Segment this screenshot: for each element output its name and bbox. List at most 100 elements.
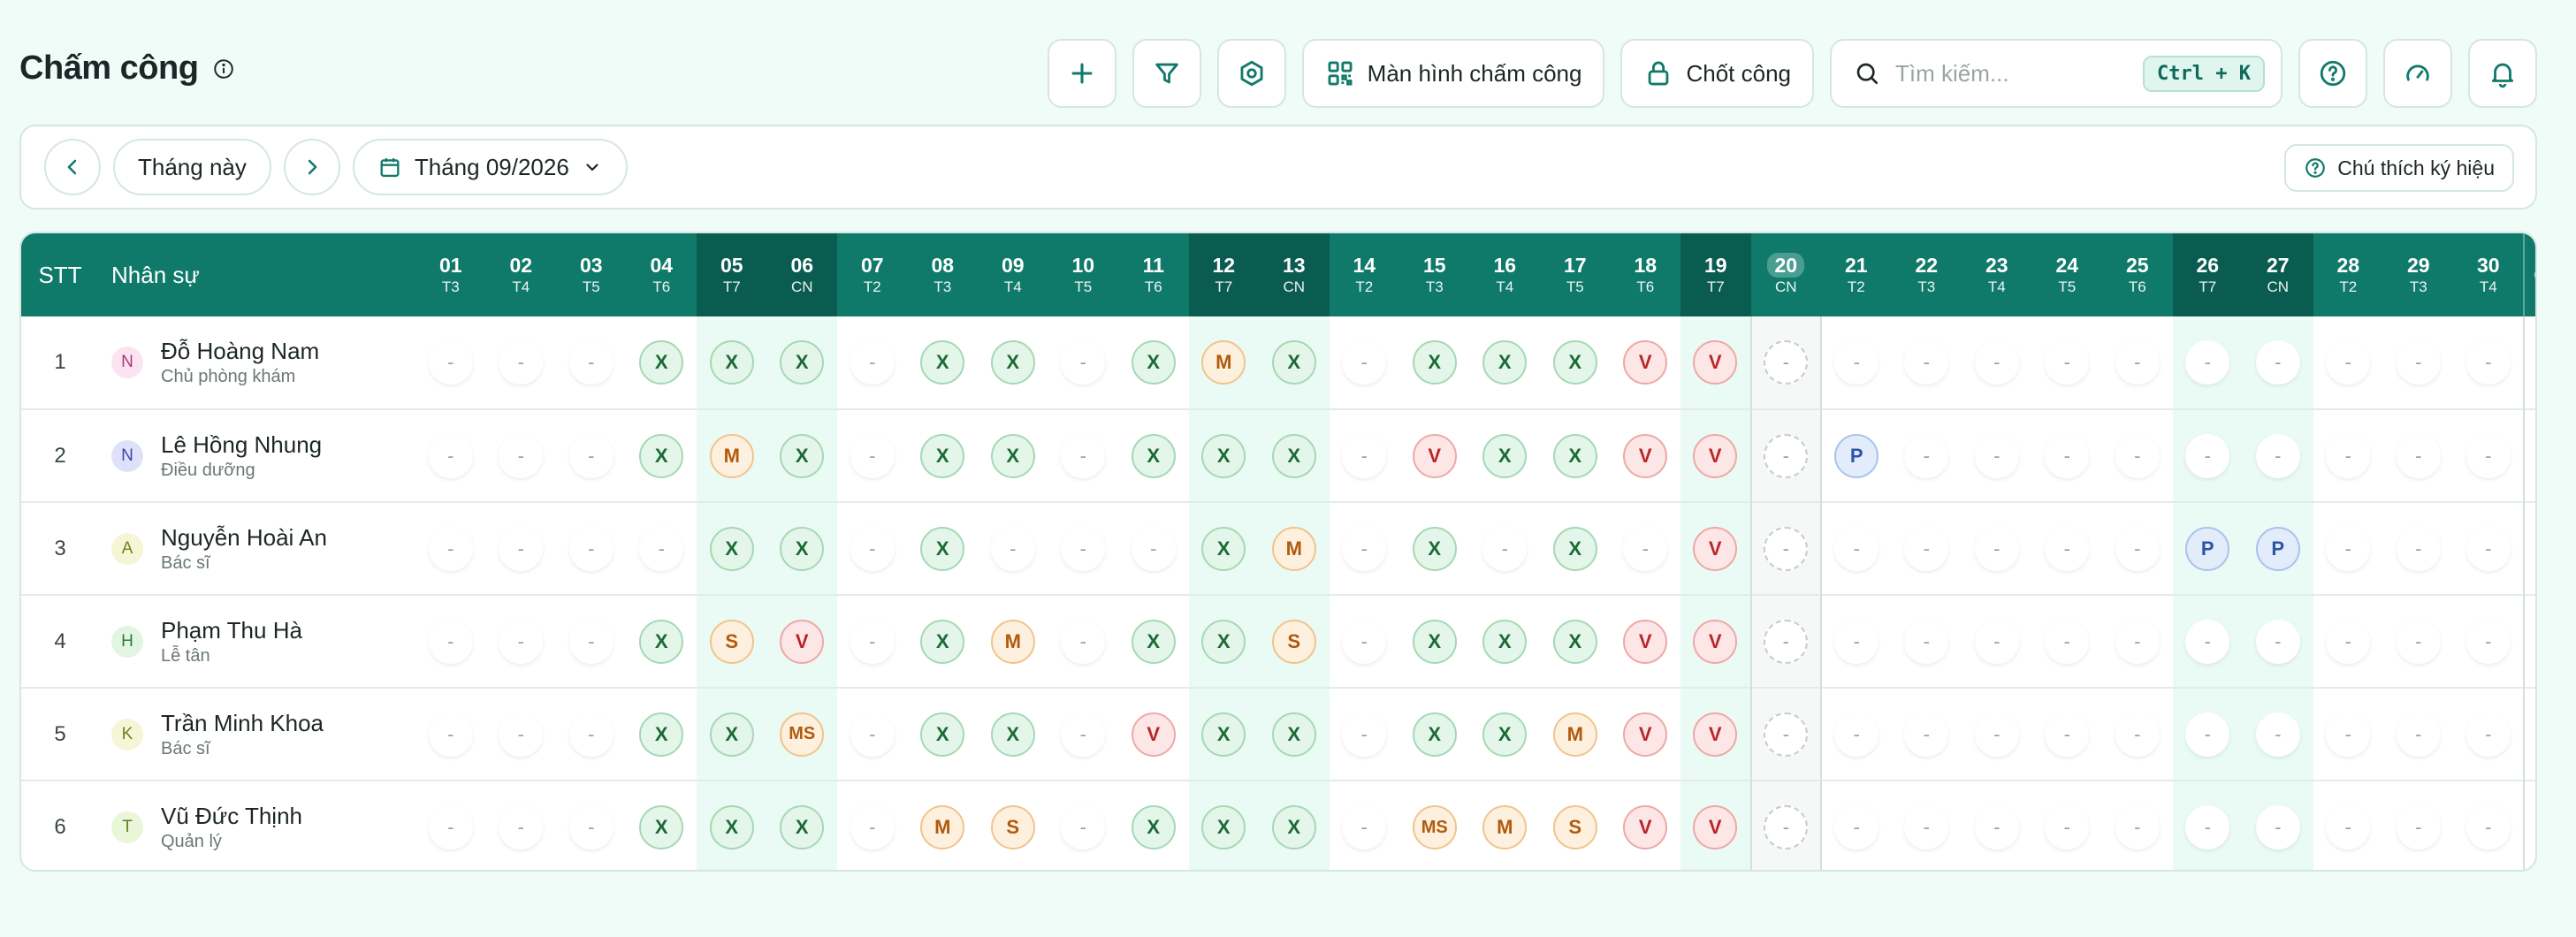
attendance-mark[interactable]: V [1623, 433, 1668, 478]
day-cell[interactable]: - [2172, 595, 2243, 688]
day-cell[interactable]: X [908, 688, 979, 781]
day-cell[interactable]: M [978, 595, 1048, 688]
attendance-mark[interactable]: - [2115, 433, 2160, 478]
day-cell[interactable]: X [627, 595, 697, 688]
attendance-mark[interactable]: - [2255, 619, 2300, 664]
day-cell[interactable]: - [837, 316, 908, 409]
attendance-mark[interactable]: - [1834, 805, 1879, 849]
attendance-mark[interactable]: - [499, 712, 544, 757]
attendance-mark[interactable]: - [2326, 712, 2371, 757]
day-cell[interactable]: - [1048, 409, 1119, 502]
employee-cell[interactable]: T Vũ Đức Thịnh Quản lý [99, 781, 415, 870]
attendance-mark[interactable]: X [990, 340, 1035, 385]
attendance-mark[interactable]: M [990, 619, 1035, 664]
attendance-mark[interactable]: V [1412, 433, 1457, 478]
day-cell[interactable]: V [766, 595, 837, 688]
day-cell[interactable]: V [1399, 409, 1470, 502]
attendance-mark[interactable]: - [2465, 526, 2511, 571]
day-cell[interactable]: - [2172, 316, 2243, 409]
day-cell[interactable]: - [1470, 502, 1541, 595]
attendance-mark[interactable]: X [1131, 619, 1176, 664]
day-cell[interactable]: - [2102, 502, 2173, 595]
day-cell[interactable]: - [837, 409, 908, 502]
day-cell[interactable]: X [1399, 688, 1470, 781]
attendance-mark[interactable]: - [2185, 805, 2230, 849]
day-cell[interactable]: - [2454, 409, 2525, 502]
day-cell[interactable]: - [978, 502, 1048, 595]
attendance-mark[interactable]: X [1552, 340, 1597, 385]
day-cell[interactable]: M [1540, 688, 1611, 781]
attendance-mark[interactable]: - [2396, 619, 2441, 664]
day-cell[interactable]: - [486, 502, 557, 595]
attendance-mark[interactable]: - [428, 712, 473, 757]
day-cell[interactable]: - [2454, 595, 2525, 688]
day-cell[interactable]: X [627, 409, 697, 502]
day-cell[interactable]: - [837, 781, 908, 870]
day-cell[interactable]: P [2243, 502, 2313, 595]
attendance-mark[interactable]: - [2396, 433, 2441, 478]
attendance-mark[interactable]: M [709, 433, 754, 478]
day-cell[interactable]: - [2383, 595, 2454, 688]
day-cell[interactable]: - [1611, 502, 1681, 595]
dashboard-button[interactable] [2383, 39, 2452, 108]
attendance-mark[interactable]: - [850, 526, 895, 571]
day-cell[interactable]: X [1470, 409, 1541, 502]
day-cell[interactable]: S [1540, 781, 1611, 870]
attendance-mark[interactable]: - [2465, 712, 2511, 757]
day-cell[interactable]: - [2032, 409, 2103, 502]
attendance-mark[interactable]: S [990, 805, 1035, 849]
attendance-mark[interactable]: - [1974, 712, 2019, 757]
day-cell[interactable]: - [2313, 688, 2384, 781]
day-cell[interactable]: - [2243, 781, 2313, 870]
day-cell[interactable]: - [486, 595, 557, 688]
table-row[interactable]: 6 T Vũ Đức Thịnh Quản lý - - - X X X - M S - X X X - MS M S V… [21, 781, 2535, 870]
table-row[interactable]: 4 H Phạm Thu Hà Lễ tân - - - X S V - X M - X X S - X X X V V - -… [21, 595, 2535, 688]
day-cell[interactable]: V [1118, 688, 1189, 781]
day-cell[interactable]: - [1962, 316, 2032, 409]
day-cell[interactable]: M [1259, 502, 1330, 595]
day-cell[interactable]: V [1680, 502, 1751, 595]
day-cell[interactable]: - [1821, 688, 1892, 781]
attendance-mark[interactable]: - [1974, 433, 2019, 478]
attendance-mark[interactable]: X [1131, 433, 1176, 478]
attendance-mark[interactable]: - [1764, 712, 1809, 757]
attendance-mark[interactable]: X [920, 619, 965, 664]
attendance-mark[interactable]: - [1061, 805, 1106, 849]
attendance-mark[interactable]: - [2185, 712, 2230, 757]
day-cell[interactable]: - [1821, 781, 1892, 870]
attendance-mark[interactable]: - [2465, 340, 2511, 385]
attendance-mark[interactable]: - [1974, 805, 2019, 849]
attendance-mark[interactable]: X [1412, 712, 1457, 757]
day-cell[interactable]: - [1892, 409, 1962, 502]
day-cell[interactable]: M [1470, 781, 1541, 870]
day-cell[interactable]: X [1118, 781, 1189, 870]
attendance-mark[interactable]: - [1061, 712, 1106, 757]
day-cell[interactable]: X [627, 781, 697, 870]
day-cell[interactable]: X [766, 781, 837, 870]
day-cell[interactable]: X [1188, 688, 1259, 781]
day-cell[interactable]: - [2032, 595, 2103, 688]
day-cell[interactable]: - [1821, 595, 1892, 688]
day-cell[interactable]: - [2243, 409, 2313, 502]
day-cell[interactable]: - [1962, 409, 2032, 502]
day-cell[interactable]: X [1118, 595, 1189, 688]
day-cell[interactable]: - [486, 688, 557, 781]
day-cell[interactable]: - [1892, 781, 1962, 870]
day-cell[interactable]: V [1611, 316, 1681, 409]
attendance-mark[interactable]: M [1482, 805, 1528, 849]
day-cell[interactable]: X [1259, 781, 1330, 870]
day-cell[interactable]: - [415, 688, 486, 781]
attendance-mark[interactable]: X [990, 433, 1035, 478]
attendance-mark[interactable]: - [568, 340, 614, 385]
day-cell[interactable]: - [415, 502, 486, 595]
attendance-mark[interactable]: - [428, 340, 473, 385]
day-cell[interactable]: X [1188, 781, 1259, 870]
attendance-mark[interactable]: - [2185, 433, 2230, 478]
attendance-mark[interactable]: - [1061, 526, 1106, 571]
attendance-mark[interactable]: P [2185, 526, 2230, 571]
day-cell[interactable]: - [2032, 502, 2103, 595]
attendance-mark[interactable]: S [709, 619, 754, 664]
attendance-mark[interactable]: X [709, 805, 754, 849]
day-cell[interactable]: - [627, 502, 697, 595]
attendance-mark[interactable]: - [1974, 526, 2019, 571]
